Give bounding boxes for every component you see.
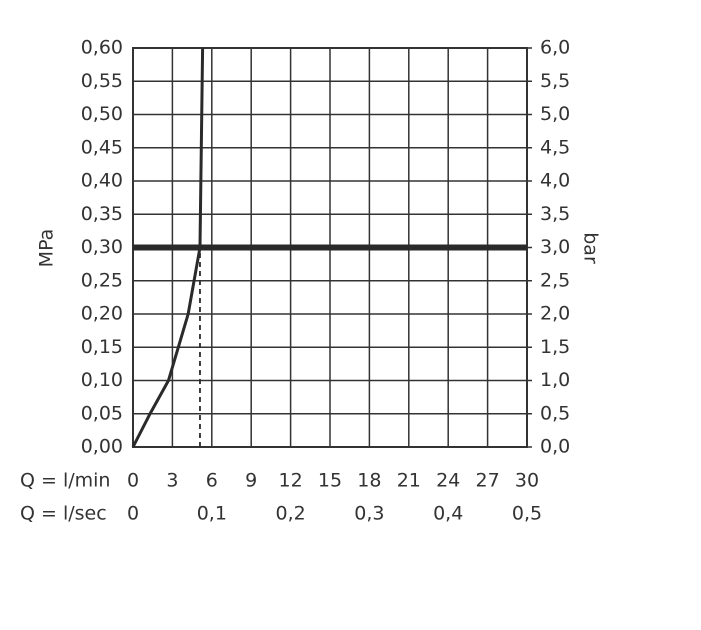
- y-tick-label: 0,50: [81, 103, 123, 125]
- y2-tick-label: 4,0: [540, 170, 570, 192]
- x-tick-label: 12: [279, 470, 303, 492]
- y2-tick-label: 3,0: [540, 236, 570, 258]
- x2-tick-label: 0: [127, 503, 139, 525]
- y-tick-label: 0,40: [81, 170, 123, 192]
- x2-tick-label: 0,4: [433, 503, 463, 525]
- y2-tick-label: 4,5: [540, 136, 570, 158]
- x-tick-label: 0: [127, 470, 139, 492]
- y2-tick-label: 0,0: [540, 436, 570, 458]
- x-tick-label: 3: [166, 470, 178, 492]
- x2-tick-label: 0,1: [197, 503, 227, 525]
- y-tick-label: 0,10: [81, 369, 123, 391]
- y-tick-label: 0,05: [81, 402, 123, 424]
- y-tick-label: 0,60: [81, 37, 123, 59]
- y-axis-label: MPa: [36, 229, 58, 268]
- x-tick-label: 30: [515, 470, 539, 492]
- y-tick-label: 0,15: [81, 336, 123, 358]
- x-tick-label: 24: [436, 470, 460, 492]
- x-tick-label: 21: [397, 470, 421, 492]
- y-tick-label: 0,20: [81, 303, 123, 325]
- y2-tick-label: 2,0: [540, 303, 570, 325]
- y2-tick-label: 1,0: [540, 369, 570, 391]
- curve: [131, 47, 205, 448]
- y-tick-label: 0,35: [81, 203, 123, 225]
- y-tick-label: 0,25: [81, 269, 123, 291]
- y-tick-label: 0,30: [81, 236, 123, 258]
- x2-tick-label: 0,5: [512, 503, 542, 525]
- y2-tick-label: 5,5: [540, 70, 570, 92]
- y2-tick-label: 5,0: [540, 103, 570, 125]
- y-tick-label: 0,45: [81, 136, 123, 158]
- x2-axis-label: Q = l/sec: [20, 503, 107, 525]
- x-tick-label: 9: [245, 470, 257, 492]
- x-tick-label: 27: [476, 470, 500, 492]
- x2-tick-label: 0,3: [354, 503, 384, 525]
- x-tick-label: 15: [318, 470, 342, 492]
- y2-tick-label: 1,5: [540, 336, 570, 358]
- x-tick-label: 6: [206, 470, 218, 492]
- y2-axis-label: bar: [580, 232, 602, 264]
- x-tick-label: 18: [357, 470, 381, 492]
- y-tick-label: 0,00: [81, 436, 123, 458]
- y2-tick-label: 3,5: [540, 203, 570, 225]
- y2-tick-label: 0,5: [540, 402, 570, 424]
- y-tick-label: 0,55: [81, 70, 123, 92]
- x-axis-label: Q = l/min: [20, 470, 110, 492]
- x2-tick-label: 0,2: [275, 503, 305, 525]
- y2-tick-label: 2,5: [540, 269, 570, 291]
- y2-tick-label: 6,0: [540, 37, 570, 59]
